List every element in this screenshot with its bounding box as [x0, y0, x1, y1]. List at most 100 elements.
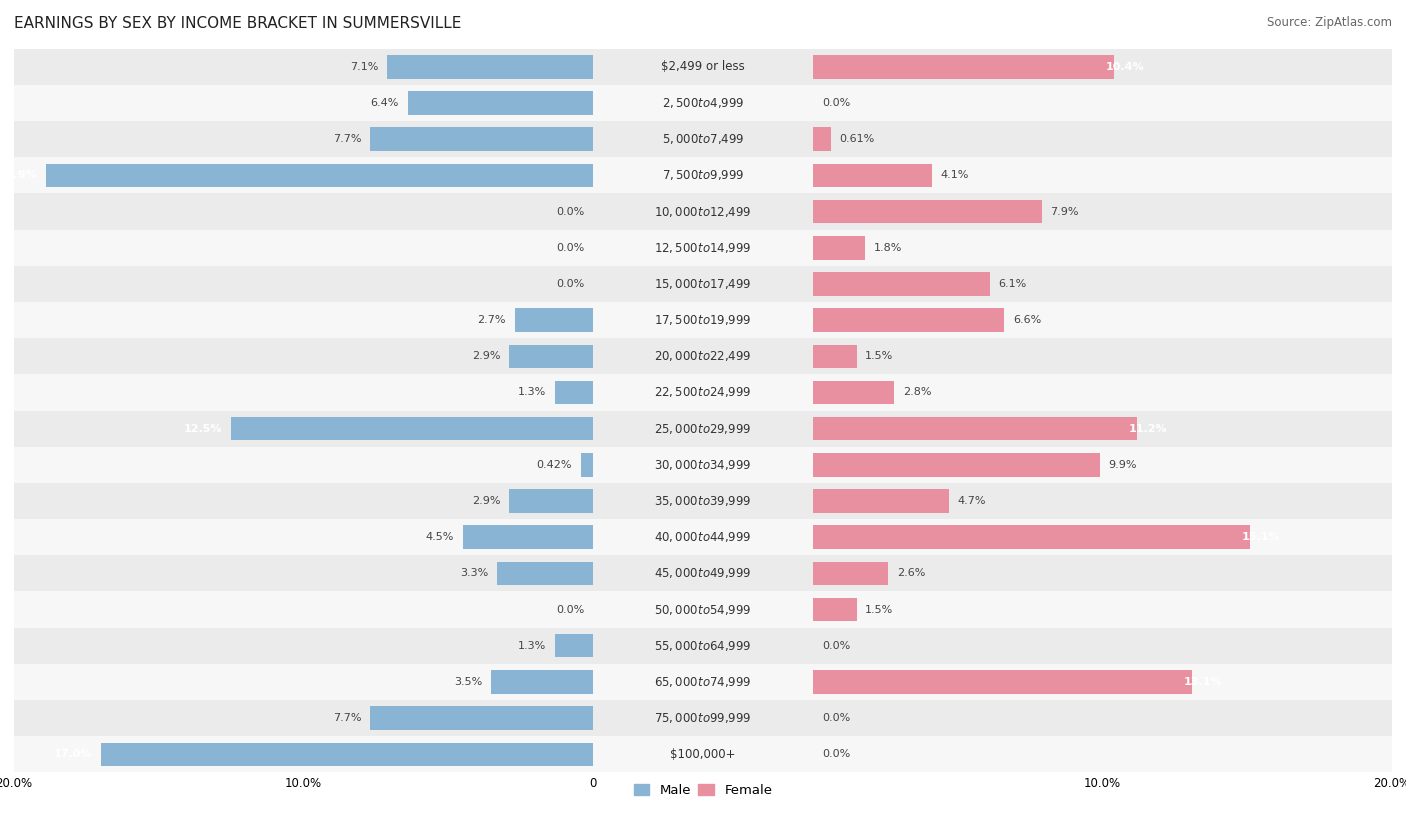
Text: 15.1%: 15.1%: [1241, 533, 1279, 542]
Bar: [593, 338, 813, 374]
Text: $30,000 to $34,999: $30,000 to $34,999: [654, 458, 752, 472]
Text: $25,000 to $29,999: $25,000 to $29,999: [654, 422, 752, 436]
Text: 12.5%: 12.5%: [184, 424, 222, 433]
Text: 2.9%: 2.9%: [471, 496, 501, 506]
Bar: [14, 375, 593, 411]
Bar: [555, 380, 593, 404]
Bar: [813, 128, 831, 151]
Text: 0.0%: 0.0%: [555, 279, 583, 289]
Bar: [813, 555, 1392, 592]
Bar: [813, 163, 932, 187]
Text: 1.5%: 1.5%: [865, 605, 894, 615]
Text: $22,500 to $24,999: $22,500 to $24,999: [654, 385, 752, 399]
Text: 6.1%: 6.1%: [998, 279, 1026, 289]
Text: 6.6%: 6.6%: [1012, 315, 1040, 325]
Text: $65,000 to $74,999: $65,000 to $74,999: [654, 675, 752, 689]
Text: 0.0%: 0.0%: [555, 207, 583, 216]
Bar: [492, 670, 593, 693]
Bar: [509, 489, 593, 513]
Bar: [813, 737, 1392, 772]
Bar: [14, 520, 593, 555]
Bar: [14, 483, 593, 520]
Text: $40,000 to $44,999: $40,000 to $44,999: [654, 530, 752, 544]
Text: $17,500 to $19,999: $17,500 to $19,999: [654, 313, 752, 327]
Text: $10,000 to $12,499: $10,000 to $12,499: [654, 205, 752, 219]
Text: 0.61%: 0.61%: [839, 134, 875, 144]
Text: 13.1%: 13.1%: [1184, 677, 1222, 687]
Bar: [813, 49, 1392, 85]
Bar: [593, 555, 813, 592]
Text: $45,000 to $49,999: $45,000 to $49,999: [654, 567, 752, 580]
Bar: [14, 158, 593, 193]
Text: $50,000 to $54,999: $50,000 to $54,999: [654, 602, 752, 616]
Bar: [101, 742, 593, 766]
Bar: [813, 380, 894, 404]
Bar: [593, 592, 813, 628]
Text: 1.3%: 1.3%: [519, 641, 547, 650]
Bar: [813, 55, 1114, 79]
Text: Source: ZipAtlas.com: Source: ZipAtlas.com: [1267, 16, 1392, 29]
Text: 1.3%: 1.3%: [519, 388, 547, 398]
Bar: [515, 308, 593, 332]
Text: 9.9%: 9.9%: [1108, 460, 1137, 470]
Bar: [593, 663, 813, 700]
Bar: [593, 266, 813, 302]
Bar: [14, 302, 593, 338]
Bar: [813, 520, 1392, 555]
Bar: [813, 628, 1392, 663]
Bar: [14, 49, 593, 85]
Bar: [813, 158, 1392, 193]
Text: 4.1%: 4.1%: [941, 171, 969, 180]
Bar: [593, 49, 813, 85]
Text: $15,000 to $17,499: $15,000 to $17,499: [654, 277, 752, 291]
Text: $75,000 to $99,999: $75,000 to $99,999: [654, 711, 752, 725]
Bar: [498, 562, 593, 585]
Bar: [14, 266, 593, 302]
Text: $5,000 to $7,499: $5,000 to $7,499: [662, 133, 744, 146]
Bar: [813, 121, 1392, 158]
Bar: [593, 483, 813, 520]
Bar: [593, 302, 813, 338]
Bar: [370, 706, 593, 730]
Bar: [463, 525, 593, 549]
Bar: [593, 85, 813, 121]
Bar: [813, 230, 1392, 266]
Text: 0.0%: 0.0%: [555, 605, 583, 615]
Text: 0.0%: 0.0%: [823, 713, 851, 723]
Text: 0.0%: 0.0%: [823, 98, 851, 108]
Text: 2.6%: 2.6%: [897, 568, 925, 578]
Text: 3.5%: 3.5%: [454, 677, 482, 687]
Text: 1.8%: 1.8%: [875, 243, 903, 253]
Text: 11.2%: 11.2%: [1129, 424, 1167, 433]
Bar: [14, 555, 593, 592]
Bar: [14, 121, 593, 158]
Text: 2.9%: 2.9%: [471, 351, 501, 361]
Bar: [593, 158, 813, 193]
Bar: [581, 453, 593, 476]
Bar: [813, 525, 1250, 549]
Bar: [593, 121, 813, 158]
Text: $12,500 to $14,999: $12,500 to $14,999: [654, 241, 752, 254]
Bar: [370, 128, 593, 151]
Text: 2.7%: 2.7%: [478, 315, 506, 325]
Text: 0.0%: 0.0%: [823, 641, 851, 650]
Bar: [14, 338, 593, 374]
Bar: [813, 302, 1392, 338]
Text: 17.0%: 17.0%: [53, 750, 93, 759]
Text: 7.1%: 7.1%: [350, 62, 378, 72]
Bar: [813, 85, 1392, 121]
Bar: [14, 592, 593, 628]
Bar: [813, 453, 1099, 476]
Bar: [813, 598, 856, 621]
Text: $35,000 to $39,999: $35,000 to $39,999: [654, 494, 752, 508]
Bar: [14, 628, 593, 663]
Text: $2,499 or less: $2,499 or less: [661, 60, 745, 73]
Bar: [14, 411, 593, 447]
Bar: [509, 345, 593, 368]
Text: 7.7%: 7.7%: [333, 713, 361, 723]
Bar: [593, 628, 813, 663]
Bar: [593, 447, 813, 483]
Bar: [813, 670, 1192, 693]
Bar: [593, 375, 813, 411]
Text: EARNINGS BY SEX BY INCOME BRACKET IN SUMMERSVILLE: EARNINGS BY SEX BY INCOME BRACKET IN SUM…: [14, 16, 461, 31]
